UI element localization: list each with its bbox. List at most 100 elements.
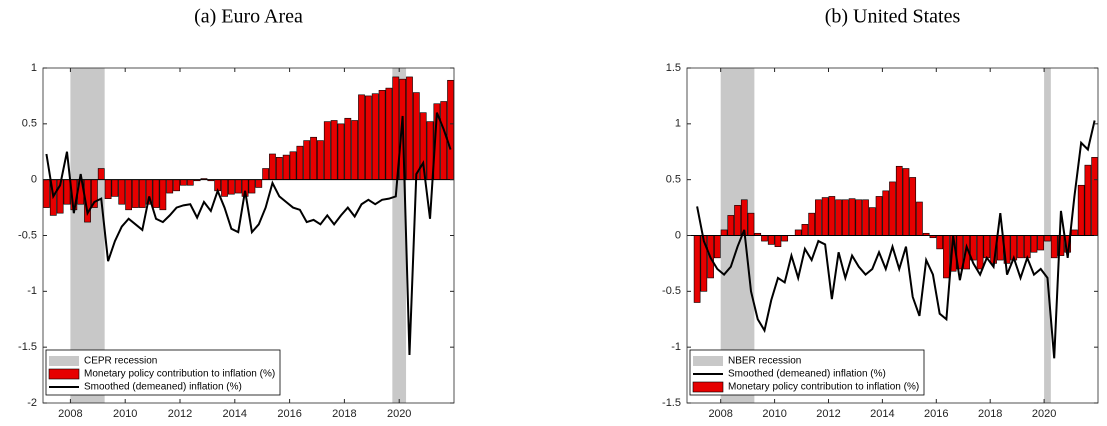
bar xyxy=(337,123,345,180)
bar xyxy=(132,179,139,208)
bar xyxy=(43,179,50,208)
bar xyxy=(1050,235,1058,259)
chart-title: (b) United States xyxy=(825,6,961,28)
line xyxy=(696,120,1096,359)
bar xyxy=(761,235,768,242)
bar xyxy=(364,95,372,180)
bar xyxy=(344,117,352,180)
bar xyxy=(889,181,896,236)
bar xyxy=(289,151,297,180)
bar xyxy=(303,140,311,180)
bar xyxy=(794,229,802,236)
x-tick-label: 2010 xyxy=(762,408,786,420)
x-tick-label: 2008 xyxy=(58,408,82,420)
x-tick-label: 2012 xyxy=(816,408,840,420)
bar xyxy=(186,179,194,186)
legend-swatch xyxy=(48,368,80,380)
bar xyxy=(842,199,849,236)
x-tick-label: 2016 xyxy=(924,408,948,420)
recession-band xyxy=(70,68,105,403)
bar xyxy=(943,235,950,279)
bar xyxy=(159,179,167,211)
x-tick-label: 2018 xyxy=(978,408,1002,420)
legend-label: NBER recession xyxy=(728,356,801,367)
y-tick-label: -1.5 xyxy=(662,397,681,409)
bar xyxy=(895,165,903,236)
bar xyxy=(855,199,863,236)
chart-title: (a) Euro Area xyxy=(194,6,303,28)
bar xyxy=(713,235,721,259)
x-tick-label: 2008 xyxy=(708,408,732,420)
bar xyxy=(227,179,235,195)
bar xyxy=(815,199,822,236)
legend-box xyxy=(689,349,925,396)
bar xyxy=(269,153,276,180)
plot-area xyxy=(43,68,454,403)
bar xyxy=(882,190,890,236)
bar xyxy=(848,198,856,236)
bar xyxy=(221,179,228,197)
y-tick-label: 0 xyxy=(31,174,37,186)
bar xyxy=(97,168,105,180)
legend-label: Monetary policy contribution to inflatio… xyxy=(728,382,919,393)
bar xyxy=(1017,235,1024,259)
bar xyxy=(351,120,359,180)
bar xyxy=(63,179,71,205)
y-tick-label: 0.5 xyxy=(666,174,681,186)
y-tick-label: 1.5 xyxy=(666,62,681,74)
y-tick-label: -0.5 xyxy=(662,285,681,297)
bar xyxy=(936,235,943,250)
bar xyxy=(317,140,324,180)
bar xyxy=(801,224,809,236)
bar xyxy=(262,168,270,180)
y-tick-label: 1 xyxy=(31,62,37,74)
bar xyxy=(104,179,112,199)
y-tick-label: -2 xyxy=(27,397,37,409)
legend-swatch xyxy=(693,356,723,366)
bar xyxy=(118,179,126,205)
legend-box xyxy=(45,349,281,396)
bar xyxy=(983,235,991,259)
bar xyxy=(774,235,782,247)
legend-swatch xyxy=(49,356,79,366)
y-tick-label: 0.5 xyxy=(22,118,37,130)
x-tick-label: 2016 xyxy=(277,408,301,420)
line xyxy=(45,112,452,356)
bar xyxy=(234,179,242,194)
bar xyxy=(447,79,454,180)
bar xyxy=(125,179,133,211)
bar xyxy=(781,235,789,242)
x-tick-label: 2012 xyxy=(168,408,192,420)
bar xyxy=(138,179,146,208)
bar xyxy=(902,168,910,236)
x-tick-label: 2020 xyxy=(1032,408,1056,420)
x-tick-label: 2010 xyxy=(113,408,137,420)
bar xyxy=(1084,164,1092,236)
bar xyxy=(406,76,413,180)
y-tick-label: -0.5 xyxy=(18,229,37,241)
bar xyxy=(1030,235,1038,253)
x-tick-label: 2020 xyxy=(387,408,411,420)
bar xyxy=(1077,184,1085,236)
bar xyxy=(166,179,174,194)
legend-label: CEPR recession xyxy=(84,356,157,367)
bar xyxy=(358,94,365,180)
bar xyxy=(835,199,842,236)
bar xyxy=(916,201,923,236)
bar xyxy=(976,235,984,270)
bar xyxy=(275,157,283,180)
bar xyxy=(371,93,379,180)
bar xyxy=(323,121,331,180)
bar xyxy=(296,145,304,180)
bar xyxy=(821,197,829,236)
bar xyxy=(727,215,735,236)
bar xyxy=(412,92,420,180)
y-tick-label: -1 xyxy=(671,341,681,353)
bar xyxy=(720,229,728,236)
bar xyxy=(173,179,180,192)
bar xyxy=(868,207,876,236)
bar xyxy=(180,179,187,186)
bar xyxy=(693,235,701,303)
bar xyxy=(1071,229,1078,236)
bar xyxy=(152,179,160,208)
